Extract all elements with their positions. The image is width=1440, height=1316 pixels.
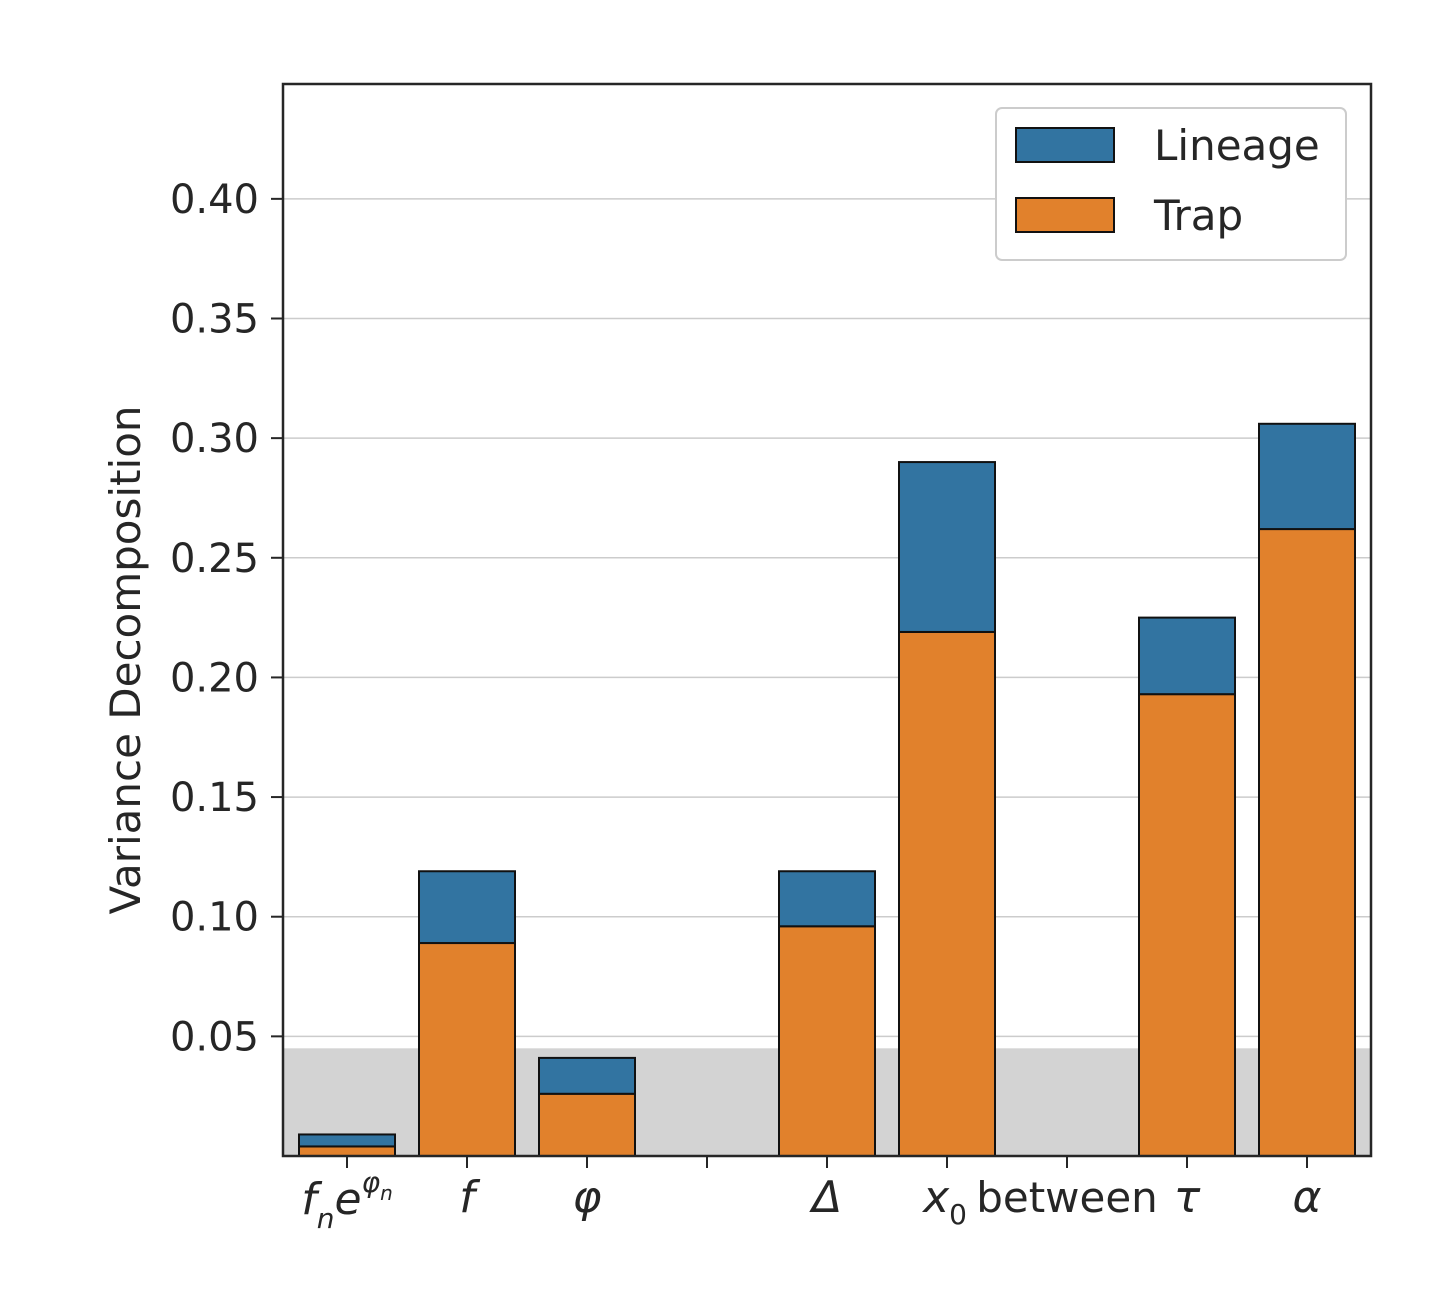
y-tick-label: 0.10	[170, 895, 259, 941]
x-tick-label-tau: τ	[1174, 1172, 1201, 1223]
bar-lineage-1	[418, 870, 516, 945]
y-axis-ticks: 0.05 0.10 0.15 0.20 0.25 0.30 0.35 0.40	[170, 177, 283, 1060]
bar-trap-1	[418, 942, 516, 1157]
bar-trap-7	[1138, 693, 1236, 1158]
bar-trap-5	[898, 630, 996, 1157]
y-tick-label: 0.20	[170, 655, 259, 701]
x-tick-label-fn-e-phi-n: fneφn	[301, 1166, 393, 1235]
x-tick-label-between: between	[976, 1173, 1158, 1222]
bar-trap-0	[298, 1145, 396, 1158]
y-tick-label: 0.15	[170, 775, 259, 821]
legend-swatch-lineage	[1015, 127, 1115, 163]
bar-trap-4	[778, 925, 876, 1157]
legend-swatch-trap	[1015, 197, 1115, 233]
legend: Lineage Trap	[995, 107, 1347, 261]
y-tick-label: 0.30	[170, 416, 259, 462]
bar-trap-2	[538, 1092, 636, 1158]
bar-lineage-7	[1138, 616, 1236, 696]
bar-lineage-5	[898, 461, 996, 633]
y-tick-label: 0.35	[170, 297, 259, 343]
x-tick-label-x0: x0	[921, 1172, 967, 1231]
x-tick-label-phi: φ	[572, 1172, 601, 1223]
bar-lineage-0	[298, 1133, 396, 1148]
bar-trap-8	[1258, 528, 1356, 1157]
x-tick-label-delta: Δ	[809, 1172, 842, 1223]
y-axis-label: Variance Decomposition	[101, 405, 150, 914]
bar-lineage-4	[778, 870, 876, 928]
legend-label-lineage: Lineage	[1154, 121, 1320, 170]
y-tick-label: 0.40	[170, 177, 259, 223]
legend-label-trap: Trap	[1153, 191, 1243, 240]
y-tick-label: 0.25	[170, 536, 259, 582]
bars	[298, 422, 1356, 1158]
x-tick-label-alpha: α	[1292, 1172, 1321, 1223]
bar-lineage-2	[538, 1056, 636, 1095]
y-tick-label: 0.05	[170, 1014, 259, 1060]
x-tick-label-f: f	[459, 1172, 481, 1223]
bar-lineage-8	[1258, 422, 1356, 531]
